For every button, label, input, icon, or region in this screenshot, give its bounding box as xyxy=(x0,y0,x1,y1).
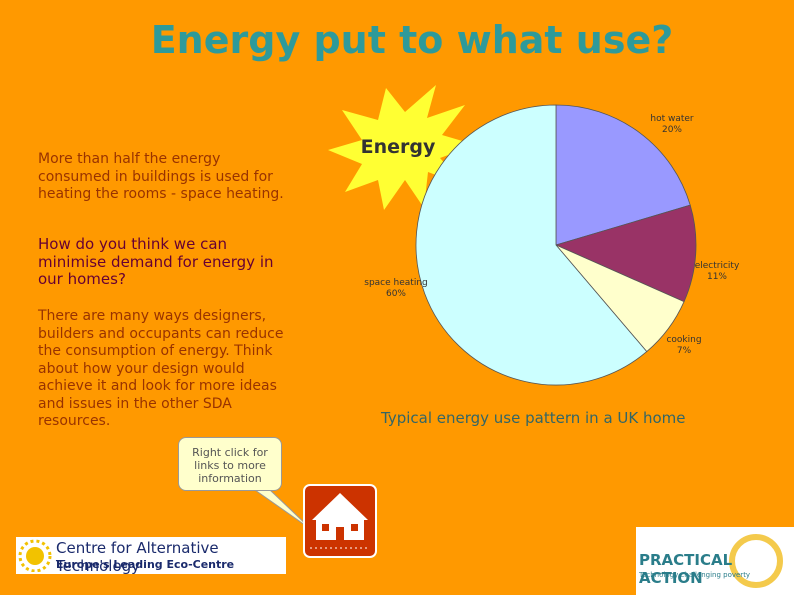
callout[interactable]: Right click for links to more informatio… xyxy=(178,437,282,491)
slice-value-label: 20% xyxy=(662,125,682,135)
pie-slice xyxy=(554,204,697,303)
star-label: Energy xyxy=(361,136,436,158)
pa-name: PRACTICAL ACTION xyxy=(639,551,733,587)
paragraph: More than half the energy consumed in bu… xyxy=(38,151,284,202)
slice-value-label: 60% xyxy=(386,289,406,299)
slice-value-label: 11% xyxy=(707,272,727,282)
cat-sun xyxy=(18,539,52,572)
cat-logo[interactable]: Centre for Alternative Technology Europe… xyxy=(16,537,286,575)
slice-label: electricity xyxy=(695,261,740,271)
house-icon xyxy=(303,484,377,558)
slice-label: space heating xyxy=(364,278,427,288)
paragraph: How do you think we can minimise demand … xyxy=(38,235,274,288)
chart-title: Typical energy use pattern in a UK home xyxy=(381,409,686,427)
cat-tagline: Europe's Leading Eco-Centre xyxy=(56,558,235,571)
pie-slice xyxy=(555,104,691,246)
pie-slice xyxy=(415,104,648,386)
pa-logo[interactable]: PRACTICAL ACTION Technology challenging … xyxy=(636,527,794,595)
pa-tagline: Technology challenging poverty xyxy=(639,571,751,579)
cat-name: Centre for Alternative Technology xyxy=(56,539,219,575)
slide-title: Energy put to what use? xyxy=(150,18,674,62)
star-burst xyxy=(328,85,476,210)
pa-circle xyxy=(729,534,783,588)
paragraph: There are many ways designers, builders … xyxy=(38,308,284,429)
slice-value-label: 7% xyxy=(677,346,692,356)
slice-label: cooking xyxy=(666,335,701,345)
slice-label: hot water xyxy=(650,114,694,124)
